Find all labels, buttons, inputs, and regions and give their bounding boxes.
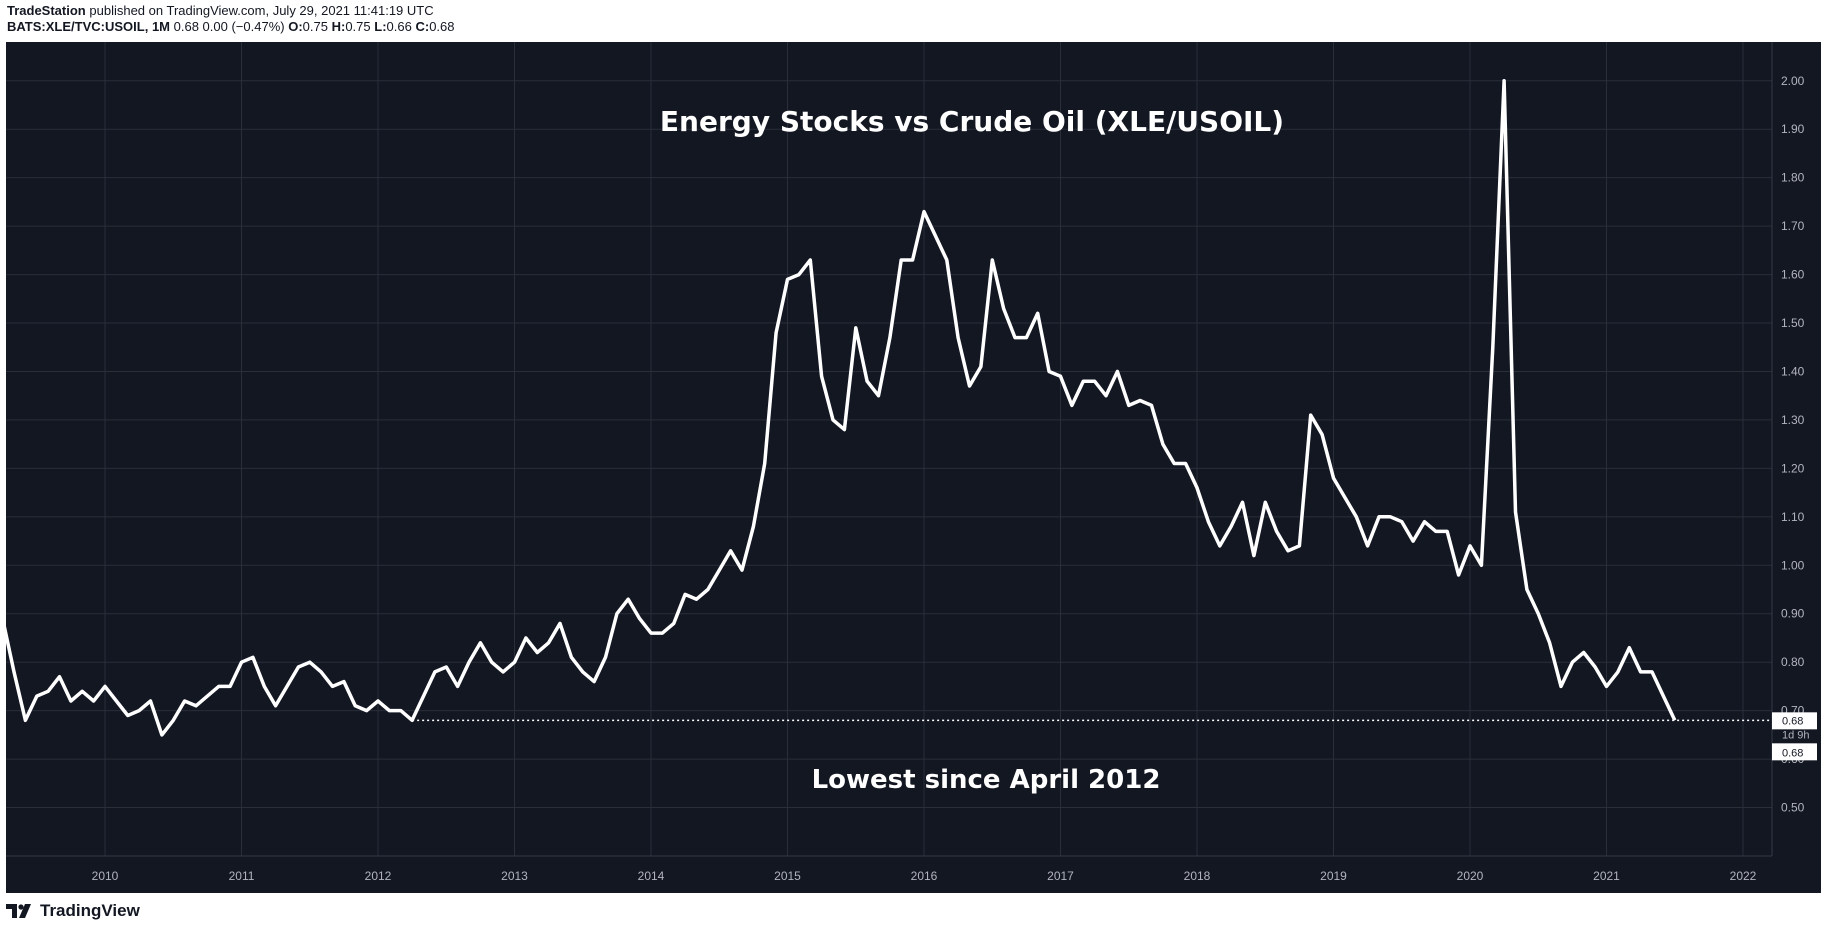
close-label: C: xyxy=(415,19,430,34)
quote-text: 0.68 0.00 (−0.47%) xyxy=(173,19,285,34)
annotation-text: Lowest since April 2012 xyxy=(812,765,1161,795)
y-tick-label: 1.20 xyxy=(1781,461,1805,475)
x-tick-label: 2021 xyxy=(1593,869,1620,883)
x-tick-label: 2019 xyxy=(1320,869,1347,883)
last-price-label: 0.68 xyxy=(1782,715,1803,727)
x-tick-label: 2010 xyxy=(92,869,119,883)
chart-frame[interactable]: 0.500.600.700.800.901.001.101.201.301.40… xyxy=(6,42,1821,893)
y-tick-label: 1.70 xyxy=(1781,219,1805,233)
close-price-box xyxy=(1772,743,1817,761)
high-value: 0.75 xyxy=(345,19,371,34)
x-tick-label: 2011 xyxy=(229,869,255,883)
high-label: H: xyxy=(331,19,346,34)
y-tick-label: 1.10 xyxy=(1781,510,1805,524)
brand-name[interactable]: TradingView xyxy=(40,901,140,920)
published-text: published on TradingView.com, July 29, 2… xyxy=(89,3,434,18)
publish-line: TradeStation published on TradingView.co… xyxy=(7,3,455,19)
publisher-name[interactable]: TradeStation xyxy=(7,3,86,18)
chart-title: Energy Stocks vs Crude Oil (XLE/USOIL) xyxy=(660,105,1284,138)
interval: 1M xyxy=(151,19,171,34)
time-axis[interactable]: 2010 2011 2012 2013 2014 2015 2016 2017 2018 2019… xyxy=(92,869,1757,883)
x-tick-label: 2015 xyxy=(774,869,801,883)
open-label: O: xyxy=(288,19,303,34)
close-value: 0.68 xyxy=(429,19,455,34)
chart-header: TradeStation published on TradingView.co… xyxy=(7,3,455,35)
x-tick-label: 2012 xyxy=(365,869,392,883)
y-tick-label: 1.30 xyxy=(1781,413,1805,427)
series-line xyxy=(6,79,1677,737)
last-price-box xyxy=(1772,712,1817,730)
y-tick-label: 0.50 xyxy=(1781,801,1805,815)
y-tick-label: 2.00 xyxy=(1781,74,1805,88)
x-tick-label: 2014 xyxy=(638,869,665,883)
x-tick-label: 2017 xyxy=(1047,869,1074,883)
y-tick-label: 1.80 xyxy=(1781,171,1805,185)
tradingview-logo-icon[interactable] xyxy=(6,903,34,919)
y-tick-label: 1.00 xyxy=(1781,558,1805,572)
symbol-line: BATS:XLE/TVC:USOIL, 1M 0.68 0.00 (−0.47%… xyxy=(7,19,455,34)
price-label: 0.68 1d 9h 0.68 xyxy=(1772,712,1817,761)
y-tick-label: 0.90 xyxy=(1781,607,1805,621)
bar-countdown: 1d 9h xyxy=(1782,729,1810,741)
y-tick-label: 0.80 xyxy=(1781,655,1805,669)
footer: TradingView xyxy=(6,898,140,924)
x-tick-label: 2018 xyxy=(1184,869,1211,883)
low-label: L: xyxy=(374,19,387,34)
y-tick-label: 1.60 xyxy=(1781,268,1805,282)
x-tick-label: 2022 xyxy=(1730,869,1757,883)
x-tick-label: 2013 xyxy=(501,869,528,883)
y-tick-label: 1.90 xyxy=(1781,122,1805,136)
x-tick-label: 2020 xyxy=(1457,869,1484,883)
price-chart[interactable]: 0.500.600.700.800.901.001.101.201.301.40… xyxy=(6,42,1821,893)
open-value: 0.75 xyxy=(302,19,328,34)
price-axis[interactable]: 0.500.600.700.800.901.001.101.201.301.40… xyxy=(1781,74,1805,815)
y-tick-label: 1.50 xyxy=(1781,316,1805,330)
y-tick-label: 1.40 xyxy=(1781,364,1805,378)
low-value: 0.66 xyxy=(386,19,412,34)
x-tick-label: 2016 xyxy=(911,869,938,883)
close-price-label: 0.68 xyxy=(1782,747,1803,759)
symbol-name[interactable]: BATS:XLE/TVC:USOIL xyxy=(7,19,145,34)
